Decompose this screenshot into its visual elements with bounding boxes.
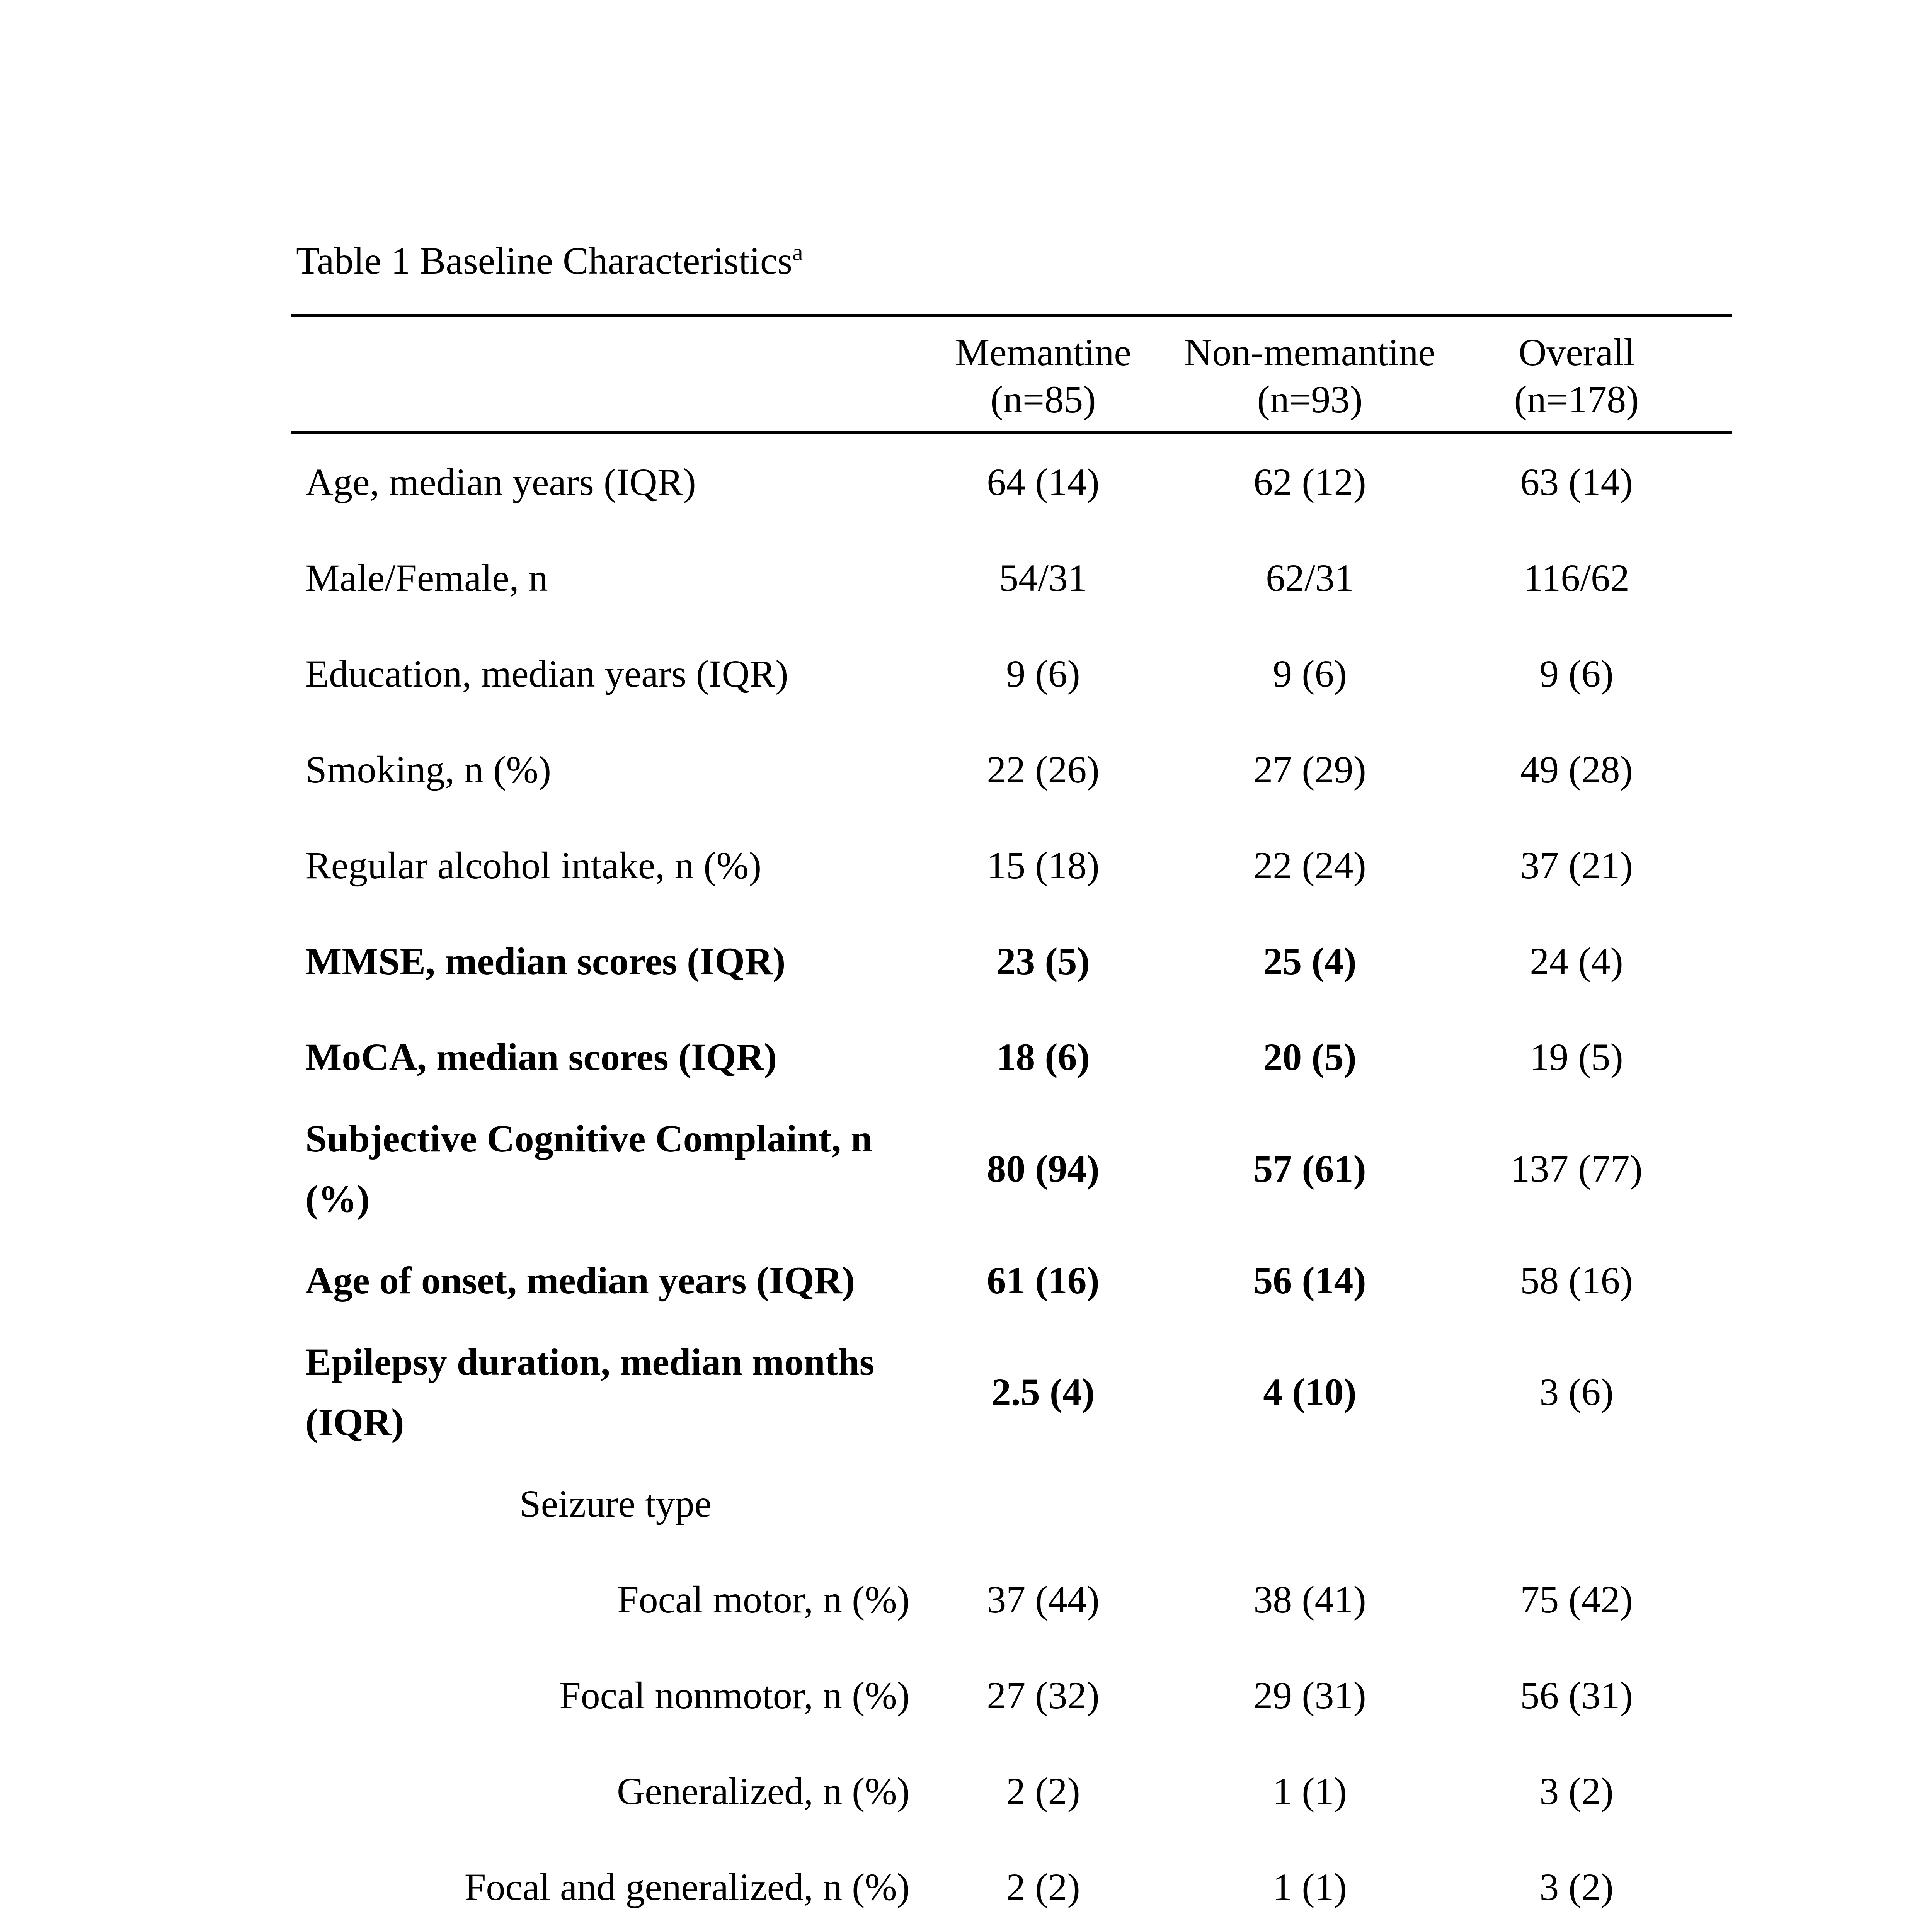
column-header-non-memantine: Non-memantine (n=93) <box>1176 329 1443 423</box>
column-name: Overall <box>1519 331 1634 374</box>
column-n: (n=93) <box>1257 378 1363 421</box>
value-memantine: 54/31 <box>999 556 1087 599</box>
value-non-memantine: 38 (41) <box>1253 1578 1366 1621</box>
value-overall: 116/62 <box>1523 556 1630 599</box>
row-label: Regular alcohol intake, n (%) <box>305 844 762 887</box>
value-overall: 24 (4) <box>1530 940 1623 983</box>
value-overall: 75 (42) <box>1520 1578 1633 1621</box>
row-label: Generalized, n (%) <box>617 1770 910 1813</box>
table-row-focal-nonmotor: Focal nonmotor, n (%) 27 (32) 29 (31) 56… <box>291 1648 1732 1743</box>
value-memantine: 18 (6) <box>996 1036 1090 1078</box>
row-label: Subjective Cognitive Complaint, n (%) <box>305 1117 872 1220</box>
table-row-generalized: Generalized, n (%) 2 (2) 1 (1) 3 (2) <box>291 1743 1732 1839</box>
table-row-epilepsy-duration: Epilepsy duration, median months (IQR) 2… <box>291 1328 1732 1456</box>
value-non-memantine: 57 (61) <box>1253 1147 1366 1190</box>
table-row-focal-and-generalized: Focal and generalized, n (%) 2 (2) 1 (1)… <box>291 1839 1732 1932</box>
value-overall: 9 (6) <box>1539 652 1614 695</box>
value-non-memantine: 20 (5) <box>1263 1036 1357 1078</box>
table-row-moca: MoCA, median scores (IQR) 18 (6) 20 (5) … <box>291 1009 1732 1105</box>
row-label: MMSE, median scores (IQR) <box>305 940 786 983</box>
value-memantine: 15 (18) <box>987 844 1100 887</box>
table-row-age-of-onset: Age of onset, median years (IQR) 61 (16)… <box>291 1233 1732 1328</box>
value-non-memantine: 1 (1) <box>1273 1770 1347 1813</box>
value-memantine: 27 (32) <box>987 1674 1100 1717</box>
baseline-characteristics-table: Memantine (n=85) Non-memantine (n=93) Ov… <box>291 314 1732 1932</box>
row-label: MoCA, median scores (IQR) <box>305 1036 777 1078</box>
table-row-subjective-cognitive-complaint: Subjective Cognitive Complaint, n (%) 80… <box>291 1105 1732 1233</box>
value-memantine: 80 (94) <box>987 1147 1100 1190</box>
table-row-education: Education, median years (IQR) 9 (6) 9 (6… <box>291 626 1732 722</box>
value-overall: 63 (14) <box>1520 461 1633 503</box>
value-memantine: 22 (26) <box>987 748 1100 791</box>
value-non-memantine: 22 (24) <box>1253 844 1366 887</box>
row-label: Epilepsy duration, median months (IQR) <box>305 1340 875 1444</box>
value-memantine: 2 (2) <box>1006 1866 1080 1908</box>
table-row-age: Age, median years (IQR) 64 (14) 62 (12) … <box>291 434 1732 530</box>
column-header-memantine: Memantine (n=85) <box>910 329 1176 423</box>
value-overall: 137 (77) <box>1510 1147 1643 1190</box>
value-overall: 58 (16) <box>1520 1259 1633 1302</box>
value-non-memantine: 62/31 <box>1266 556 1354 599</box>
table-row-male-female: Male/Female, n 54/31 62/31 116/62 <box>291 530 1732 626</box>
value-memantine: 37 (44) <box>987 1578 1100 1621</box>
row-label: Age of onset, median years (IQR) <box>305 1259 855 1302</box>
table-row-mmse: MMSE, median scores (IQR) 23 (5) 25 (4) … <box>291 913 1732 1009</box>
value-memantine: 23 (5) <box>996 940 1090 983</box>
value-non-memantine: 62 (12) <box>1253 461 1366 503</box>
row-label: Smoking, n (%) <box>305 748 552 791</box>
value-overall: 3 (2) <box>1539 1866 1614 1908</box>
table-body: Age, median years (IQR) 64 (14) 62 (12) … <box>291 434 1732 1932</box>
value-overall: 37 (21) <box>1520 844 1633 887</box>
value-memantine: 2 (2) <box>1006 1770 1080 1813</box>
value-overall: 3 (2) <box>1539 1770 1614 1813</box>
value-memantine: 2.5 (4) <box>991 1371 1095 1413</box>
row-label: Focal nonmotor, n (%) <box>559 1674 910 1717</box>
value-memantine: 61 (16) <box>987 1259 1100 1302</box>
column-n: (n=178) <box>1514 378 1639 421</box>
value-overall: 56 (31) <box>1520 1674 1633 1717</box>
value-non-memantine: 1 (1) <box>1273 1866 1347 1908</box>
column-name: Memantine <box>955 331 1131 374</box>
column-name: Non-memantine <box>1184 331 1435 374</box>
table-title: Table 1 Baseline Characteristicsa <box>296 232 803 290</box>
value-non-memantine: 4 (10) <box>1263 1371 1357 1413</box>
row-label: Male/Female, n <box>305 556 548 599</box>
value-memantine: 64 (14) <box>987 461 1100 503</box>
table-row-focal-motor: Focal motor, n (%) 37 (44) 38 (41) 75 (4… <box>291 1552 1732 1648</box>
column-header-overall: Overall (n=178) <box>1443 329 1710 423</box>
row-label: Age, median years (IQR) <box>305 461 696 503</box>
value-overall: 3 (6) <box>1539 1371 1614 1413</box>
value-overall: 19 (5) <box>1530 1036 1623 1078</box>
value-non-memantine: 29 (31) <box>1253 1674 1366 1717</box>
column-n: (n=85) <box>990 378 1096 421</box>
value-memantine: 9 (6) <box>1006 652 1080 695</box>
value-non-memantine: 25 (4) <box>1263 940 1357 983</box>
subheader-label: Seizure type <box>519 1482 712 1525</box>
value-non-memantine: 27 (29) <box>1253 748 1366 791</box>
row-label: Education, median years (IQR) <box>305 652 788 695</box>
value-non-memantine: 9 (6) <box>1273 652 1347 695</box>
table-subheader-seizure-type: Seizure type <box>291 1456 1732 1552</box>
table-header-row: Memantine (n=85) Non-memantine (n=93) Ov… <box>291 317 1732 434</box>
value-non-memantine: 56 (14) <box>1253 1259 1366 1302</box>
footnote-marker: a <box>792 239 803 266</box>
table-title-text: Table 1 Baseline Characteristics <box>296 239 793 282</box>
value-overall: 49 (28) <box>1520 748 1633 791</box>
table-row-alcohol: Regular alcohol intake, n (%) 15 (18) 22… <box>291 818 1732 913</box>
table-row-smoking: Smoking, n (%) 22 (26) 27 (29) 49 (28) <box>291 722 1732 818</box>
row-label: Focal and generalized, n (%) <box>464 1866 910 1908</box>
row-label: Focal motor, n (%) <box>617 1578 910 1621</box>
